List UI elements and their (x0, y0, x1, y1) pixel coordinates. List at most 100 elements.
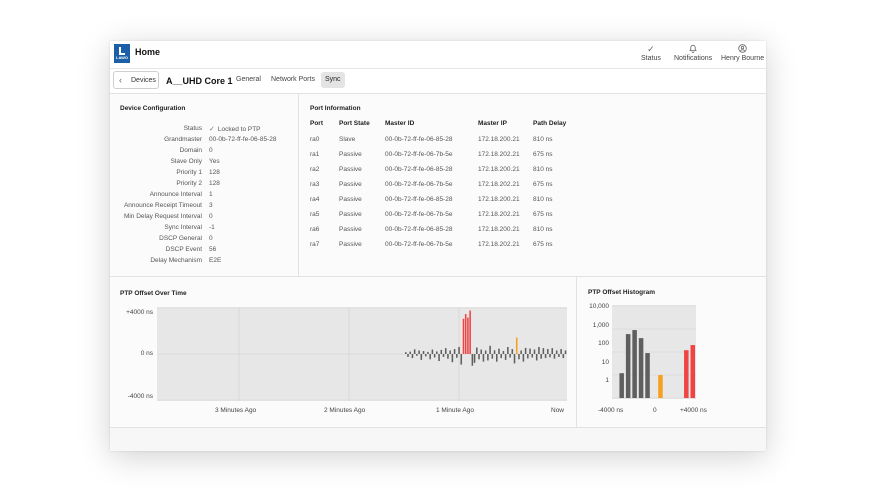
port-state-cell: Slave (339, 136, 356, 143)
y-tick-label: 10,000 (589, 303, 609, 310)
master-id-cell: 00-0b-72-ff-fe-06-7b-5e (385, 151, 453, 158)
section-divider (110, 276, 766, 277)
master-id-cell: 00-0b-72-ff-fe-06-85-28 (385, 166, 453, 173)
status-button[interactable]: ✓ Status (641, 44, 661, 62)
column-header-port: Port (310, 120, 323, 127)
ptp-offset-histogram-title: PTP Offset Histogram (588, 289, 656, 296)
user-button[interactable]: Henry Bourne (721, 44, 764, 62)
ptp-offset-over-time-panel: PTP Offset Over Time +4000 ns 0 ns -4000… (110, 277, 577, 427)
offset-bar (502, 350, 505, 355)
logo-text: LAWO (116, 55, 128, 60)
lawo-logo[interactable]: LAWO (114, 44, 130, 63)
config-value-text: 128 (209, 180, 220, 187)
tab-sync[interactable]: Sync (321, 72, 345, 88)
config-key: DSCP Event (165, 246, 202, 253)
ptp-offset-histogram-panel: PTP Offset Histogram 10,000 1,000 100 10… (577, 277, 766, 427)
config-value: 56 (209, 246, 216, 253)
port-state-cell: Passive (339, 196, 362, 203)
config-row: Min Delay Request Interval 0 (110, 213, 298, 224)
config-key: Slave Only (170, 158, 202, 165)
x-tick-label: 1 Minute Ago (436, 407, 474, 414)
ptp-offset-over-time-title: PTP Offset Over Time (120, 290, 187, 297)
path-delay-cell: 675 ns (533, 241, 553, 248)
port-cell: ra2 (310, 166, 320, 173)
user-icon (721, 44, 764, 55)
offset-bar (522, 354, 525, 362)
config-key: Announce Interval (149, 191, 202, 198)
config-row: DSCP Event 56 (110, 246, 298, 257)
column-header-master-id: Master ID (385, 120, 415, 127)
offset-bar (531, 354, 534, 358)
config-value-text: E2E (209, 257, 222, 264)
page-title: Home (135, 47, 161, 57)
offset-bar (524, 347, 527, 354)
config-key: Domain (179, 147, 202, 154)
offset-bar (562, 354, 565, 359)
y-tick-label: +4000 ns (126, 309, 153, 316)
offset-bar (484, 350, 487, 354)
status-label: Status (641, 55, 661, 62)
config-row: Announce Receipt Timeout 3 (110, 202, 298, 213)
x-tick-label: Now (551, 407, 565, 414)
offset-bar (560, 349, 562, 354)
config-key: Min Delay Request Interval (123, 213, 202, 220)
master-id-cell: 00-0b-72-ff-fe-06-7b-5e (385, 181, 453, 188)
config-key: Priority 1 (176, 169, 202, 176)
config-key: Status (183, 125, 202, 132)
config-row: Status ✓ Locked to PTP (110, 125, 298, 136)
offset-bar (456, 354, 458, 358)
offset-bar (413, 349, 416, 354)
offset-bar (424, 354, 427, 357)
offset-bar (442, 354, 445, 357)
x-tick-label: +4000 ns (680, 407, 707, 414)
offset-bar (453, 349, 456, 354)
offset-bar (489, 345, 491, 354)
offset-bar (527, 354, 529, 359)
offset-bar (444, 348, 447, 355)
port-state-cell: Passive (339, 211, 362, 218)
offset-bar (427, 351, 429, 354)
offset-bar (451, 354, 454, 363)
config-value-text: 56 (209, 246, 217, 253)
offset-bar (491, 354, 494, 359)
offset-bar (507, 346, 509, 354)
offset-bar (511, 349, 514, 354)
x-tick-label: 0 (653, 407, 657, 414)
offset-bar (480, 349, 482, 354)
offset-bar (449, 350, 451, 354)
master-ip-cell: 172.18.202.21 (478, 241, 520, 248)
app-window: LAWO Home ✓ Status Notifications Henry B… (110, 41, 766, 451)
histogram-bar (684, 350, 689, 398)
config-value-text: Yes (209, 158, 220, 165)
offset-bar (500, 354, 502, 359)
path-delay-cell: 810 ns (533, 136, 553, 143)
back-to-devices-button[interactable]: ‹ Devices (113, 71, 159, 89)
master-ip-cell: 172.18.200.21 (478, 136, 520, 143)
path-delay-cell: 675 ns (533, 211, 553, 218)
config-value: 128 (209, 169, 220, 176)
config-row: Priority 2 128 (110, 180, 298, 191)
notifications-button[interactable]: Notifications (674, 44, 712, 62)
config-row: DSCP General 0 (110, 235, 298, 246)
offset-bar (504, 354, 507, 360)
offset-bar (487, 354, 489, 361)
offset-bar (544, 354, 547, 359)
offset-bar (418, 350, 420, 354)
x-tick-label: 3 Minutes Ago (215, 407, 257, 414)
offset-bar (464, 314, 467, 354)
offset-bar (411, 354, 414, 359)
histogram-bar (690, 345, 696, 398)
check-icon: ✓ (647, 44, 655, 54)
offset-bar (447, 354, 449, 359)
offset-bar (473, 354, 476, 363)
config-value: 0 (209, 213, 213, 220)
tab-general[interactable]: General (236, 76, 261, 83)
column-header-master-ip: Master IP (478, 120, 507, 127)
x-tick-label: -4000 ns (598, 407, 624, 414)
offset-bar (533, 349, 536, 354)
offset-bar (440, 349, 443, 354)
offset-bar (438, 354, 440, 362)
offset-bar (564, 350, 567, 354)
tab-network-ports[interactable]: Network Ports (271, 76, 315, 83)
config-key: DSCP General (159, 235, 202, 242)
